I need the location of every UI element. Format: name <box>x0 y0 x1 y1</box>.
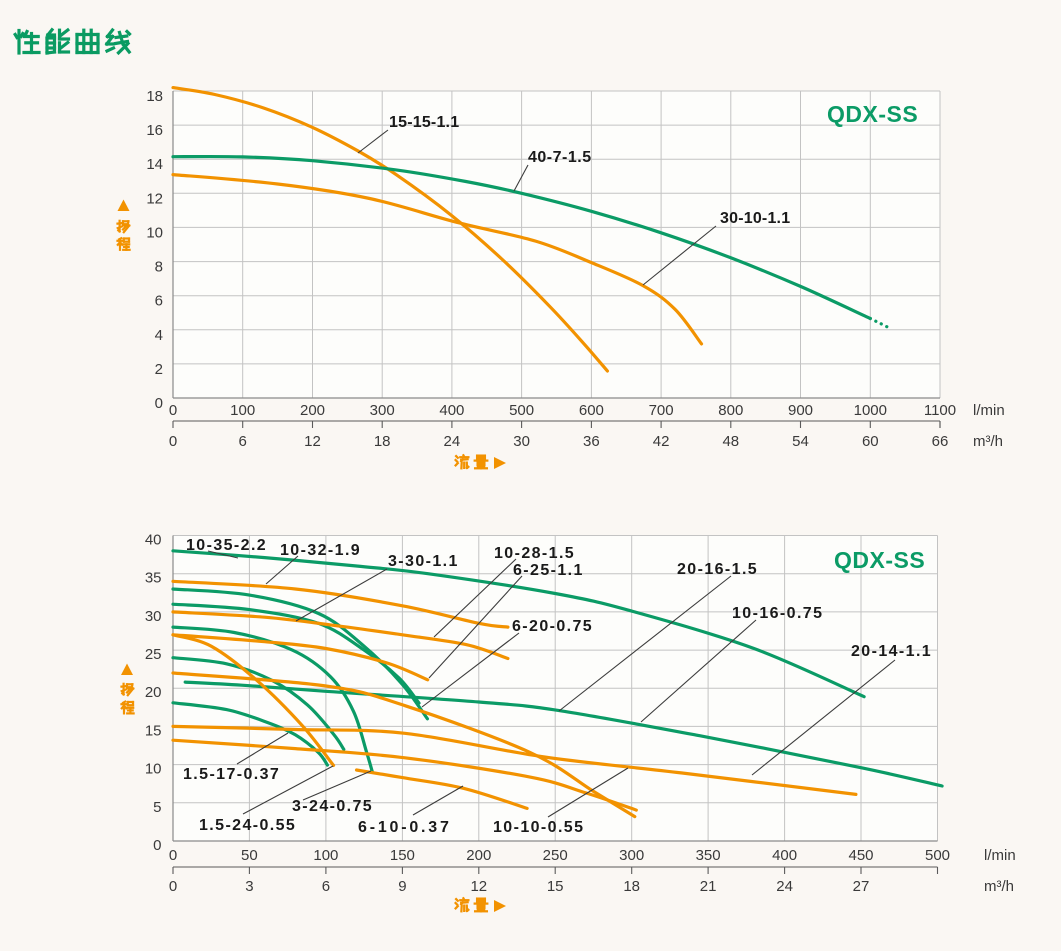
svg-text:1000: 1000 <box>854 402 887 419</box>
svg-text:6: 6 <box>155 293 163 310</box>
svg-text:14: 14 <box>146 156 163 173</box>
svg-text:6-20-0.75: 6-20-0.75 <box>512 618 593 635</box>
svg-text:0: 0 <box>169 878 177 895</box>
svg-text:20-14-1.1: 20-14-1.1 <box>851 643 932 660</box>
svg-text:200: 200 <box>466 847 491 864</box>
svg-text:0: 0 <box>169 402 177 419</box>
svg-text:18: 18 <box>146 88 163 105</box>
svg-text:l/min: l/min <box>973 402 1005 419</box>
svg-text:0: 0 <box>169 847 177 864</box>
svg-text:50: 50 <box>241 847 258 864</box>
svg-text:6-10-0.37: 6-10-0.37 <box>358 819 452 836</box>
svg-text:3: 3 <box>245 878 253 895</box>
svg-text:m³/h: m³/h <box>984 878 1014 895</box>
svg-text:800: 800 <box>718 402 743 419</box>
svg-text:3-24-0.75: 3-24-0.75 <box>292 798 373 815</box>
svg-text:25: 25 <box>145 646 162 663</box>
svg-text:35: 35 <box>145 570 162 587</box>
svg-text:10-35-2.2: 10-35-2.2 <box>186 537 267 554</box>
svg-text:4: 4 <box>155 327 163 344</box>
svg-text:m³/h: m³/h <box>973 433 1003 450</box>
svg-text:48: 48 <box>722 433 739 450</box>
svg-text:12: 12 <box>146 190 163 207</box>
svg-text:200: 200 <box>300 402 325 419</box>
svg-text:40: 40 <box>145 532 162 549</box>
svg-text:10: 10 <box>146 224 163 241</box>
svg-text:QDX-SS: QDX-SS <box>834 547 925 573</box>
svg-text:450: 450 <box>848 847 873 864</box>
svg-text:500: 500 <box>925 847 950 864</box>
svg-text:5: 5 <box>153 799 161 816</box>
svg-text:6: 6 <box>239 433 247 450</box>
svg-text:12: 12 <box>470 878 487 895</box>
svg-text:2: 2 <box>155 361 163 378</box>
svg-text:20-16-1.5: 20-16-1.5 <box>677 561 758 578</box>
svg-text:24: 24 <box>444 433 461 450</box>
svg-text:10: 10 <box>145 761 162 778</box>
svg-text:54: 54 <box>792 433 809 450</box>
svg-text:500: 500 <box>509 402 534 419</box>
svg-text:600: 600 <box>579 402 604 419</box>
svg-text:16: 16 <box>146 122 163 139</box>
svg-text:66: 66 <box>932 433 949 450</box>
svg-text:400: 400 <box>772 847 797 864</box>
svg-text:18: 18 <box>623 878 640 895</box>
svg-text:60: 60 <box>862 433 879 450</box>
svg-text:36: 36 <box>583 433 600 450</box>
svg-text:150: 150 <box>390 847 415 864</box>
svg-text:3-30-1.1: 3-30-1.1 <box>388 553 459 570</box>
svg-text:900: 900 <box>788 402 813 419</box>
svg-text:10-10-0.55: 10-10-0.55 <box>493 819 584 836</box>
svg-text:6-25-1.1: 6-25-1.1 <box>513 562 584 579</box>
svg-text:700: 700 <box>649 402 674 419</box>
svg-text:9: 9 <box>398 878 406 895</box>
svg-text:21: 21 <box>700 878 717 895</box>
svg-text:l/min: l/min <box>984 847 1016 864</box>
svg-text:100: 100 <box>230 402 255 419</box>
svg-text:20: 20 <box>145 684 162 701</box>
svg-text:42: 42 <box>653 433 670 450</box>
svg-text:30-10-1.1: 30-10-1.1 <box>720 210 790 227</box>
svg-text:400: 400 <box>439 402 464 419</box>
svg-text:15: 15 <box>145 722 162 739</box>
svg-text:10-32-1.9: 10-32-1.9 <box>280 542 361 559</box>
svg-text:250: 250 <box>543 847 568 864</box>
svg-text:12: 12 <box>304 433 321 450</box>
svg-text:300: 300 <box>370 402 395 419</box>
svg-text:30: 30 <box>145 608 162 625</box>
svg-text:10-16-0.75: 10-16-0.75 <box>732 605 823 622</box>
svg-text:1.5-24-0.55: 1.5-24-0.55 <box>199 817 296 834</box>
svg-text:24: 24 <box>776 878 793 895</box>
svg-text:6: 6 <box>322 878 330 895</box>
svg-text:300: 300 <box>619 847 644 864</box>
svg-text:0: 0 <box>169 433 177 450</box>
svg-text:0: 0 <box>155 395 163 412</box>
svg-text:27: 27 <box>853 878 870 895</box>
svg-text:15: 15 <box>547 878 564 895</box>
svg-text:QDX-SS: QDX-SS <box>827 101 918 127</box>
svg-text:30: 30 <box>513 433 530 450</box>
svg-text:1.5-17-0.37: 1.5-17-0.37 <box>183 766 280 783</box>
svg-text:8: 8 <box>155 259 163 276</box>
svg-text:0: 0 <box>153 837 161 854</box>
svg-text:100: 100 <box>313 847 338 864</box>
svg-text:10-28-1.5: 10-28-1.5 <box>494 545 575 562</box>
svg-text:18: 18 <box>374 433 391 450</box>
svg-text:350: 350 <box>696 847 721 864</box>
svg-text:1100: 1100 <box>924 402 956 419</box>
svg-text:40-7-1.5: 40-7-1.5 <box>528 149 592 166</box>
svg-text:15-15-1.1: 15-15-1.1 <box>389 114 459 131</box>
